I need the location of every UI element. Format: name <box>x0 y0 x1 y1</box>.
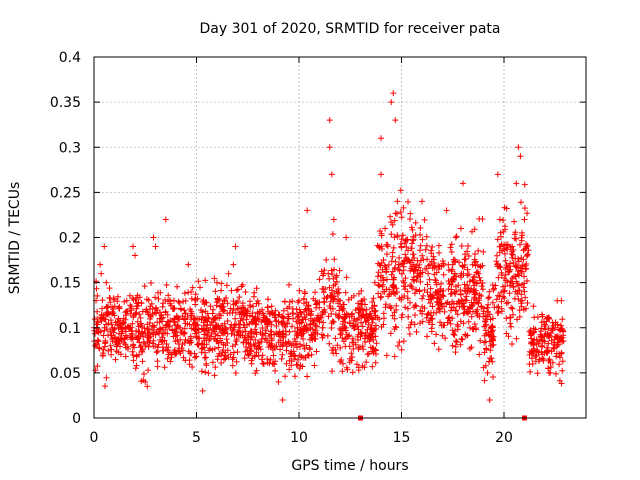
data-point <box>326 117 333 124</box>
data-point <box>152 243 159 250</box>
data-point <box>460 180 466 187</box>
data-point <box>129 243 136 250</box>
data-point <box>214 279 220 286</box>
data-point <box>230 261 237 268</box>
data-point <box>378 135 384 142</box>
data-point <box>392 117 399 124</box>
data-point <box>394 198 401 205</box>
y-tick-label: 0.3 <box>59 140 81 156</box>
data-point <box>328 171 335 178</box>
data-point <box>443 207 450 214</box>
y-tick-label: 0.35 <box>50 95 81 111</box>
x-tick-label: 15 <box>393 430 411 446</box>
data-point <box>382 225 389 232</box>
y-tick-label: 0.25 <box>50 185 81 201</box>
y-tick-label: 0.05 <box>50 366 81 382</box>
data-point <box>98 270 105 277</box>
data-point <box>162 216 169 223</box>
data-point <box>404 288 411 295</box>
data-point <box>388 99 395 106</box>
y-tick-label: 0.2 <box>59 231 81 247</box>
y-tick-label: 0.1 <box>59 321 81 337</box>
data-point <box>484 369 491 376</box>
data-points-dense <box>91 181 567 390</box>
data-point <box>496 216 503 223</box>
tick-labels-layer: 0 5 10 15 20 0 0.05 0.1 0.15 0.2 0.25 0.3 0.35 0.4 <box>50 50 513 446</box>
x-axis-label: GPS time / hours <box>291 458 408 474</box>
x-tick-label: 0 <box>90 430 99 446</box>
chart-title: Day 301 of 2020, SRMTID for receiver pat… <box>200 21 501 37</box>
y-tick-label: 0.15 <box>50 276 81 292</box>
data-point <box>486 396 493 403</box>
data-point <box>170 297 177 304</box>
data-point <box>279 396 286 403</box>
x-tick-label: 10 <box>290 430 308 446</box>
x-tick-label: 20 <box>495 430 513 446</box>
y-tick-label: 0 <box>72 411 81 427</box>
data-point <box>150 234 157 241</box>
data-point <box>371 279 378 286</box>
data-point <box>494 171 501 178</box>
data-point <box>521 216 528 223</box>
data-point <box>101 243 108 250</box>
data-point <box>302 243 309 250</box>
data-point <box>390 90 397 97</box>
data-point <box>515 144 522 151</box>
data-point <box>501 288 507 295</box>
data-point <box>107 342 114 349</box>
data-point <box>378 171 384 178</box>
data-point <box>123 297 130 304</box>
y-axis-label: SRMTID / TECUs <box>7 182 23 295</box>
data-point <box>425 270 432 277</box>
data-point <box>343 234 350 241</box>
data-point <box>330 216 337 223</box>
data-point <box>513 180 520 187</box>
data-point <box>275 378 282 385</box>
data-point <box>132 252 138 259</box>
data-point <box>304 207 311 214</box>
data-point <box>97 261 104 268</box>
axes-layer <box>93 56 587 419</box>
data-point <box>144 383 151 390</box>
data-point <box>517 153 524 160</box>
data-point <box>457 225 464 232</box>
data-point <box>326 144 333 151</box>
y-tick-label: 0.4 <box>59 50 81 66</box>
data-points-layer <box>91 90 567 421</box>
data-point <box>419 198 425 205</box>
data-point <box>363 306 370 313</box>
data-point <box>185 261 192 268</box>
data-point <box>232 243 239 250</box>
x-tick-label: 5 <box>192 430 201 446</box>
data-point <box>103 279 110 286</box>
data-point <box>199 387 206 394</box>
